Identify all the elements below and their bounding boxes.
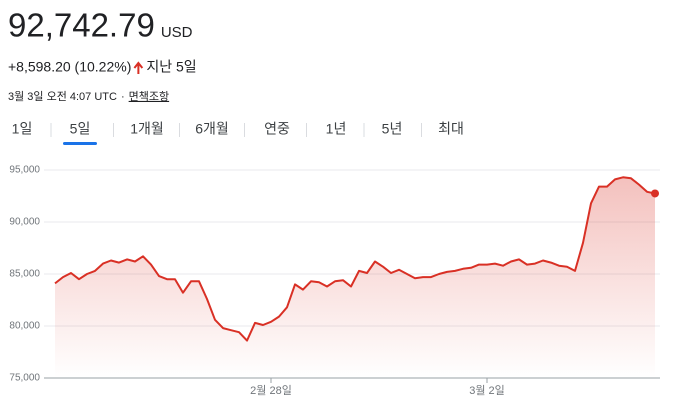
- time-range-tab[interactable]: 6개월: [195, 121, 229, 137]
- y-tick-label: 75,000: [9, 373, 40, 384]
- disclaimer-link[interactable]: 면책조항: [129, 90, 169, 103]
- selected-underline: [63, 142, 97, 145]
- y-tick-label: 80,000: [9, 321, 40, 332]
- x-tick-label: 2월 28일: [250, 383, 292, 397]
- time-range-tab[interactable]: 최대: [438, 121, 464, 137]
- timestamp: 3월 3일 오전 4:07 UTC: [8, 89, 117, 103]
- x-tick-label: 3월 2일: [469, 383, 505, 397]
- currency: USD: [161, 24, 193, 41]
- time-range-tab[interactable]: 1일: [12, 121, 33, 137]
- period: 지난 5일: [146, 59, 196, 75]
- price-line: [54, 176, 656, 342]
- separator: ·: [121, 91, 125, 103]
- time-range-tab[interactable]: 1년: [326, 121, 347, 137]
- price-area: [55, 177, 655, 378]
- up-arrow: [133, 61, 144, 74]
- y-tick-label: 85,000: [9, 269, 40, 280]
- time-range-tab[interactable]: 5일: [70, 121, 91, 137]
- time-range-tab[interactable]: 1개월: [130, 121, 164, 137]
- y-tick-label: 95,000: [9, 165, 40, 176]
- price: 92,742.79: [8, 7, 155, 44]
- last-point: [651, 189, 659, 198]
- time-range-tab[interactable]: 연중: [264, 121, 290, 137]
- time-range-tab[interactable]: 5년: [382, 121, 403, 137]
- price-change: +8,598.20 (10.22%): [8, 59, 131, 75]
- y-tick-label: 90,000: [9, 217, 40, 228]
